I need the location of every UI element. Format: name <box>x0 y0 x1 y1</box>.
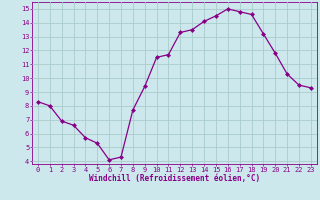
X-axis label: Windchill (Refroidissement éolien,°C): Windchill (Refroidissement éolien,°C) <box>89 174 260 183</box>
